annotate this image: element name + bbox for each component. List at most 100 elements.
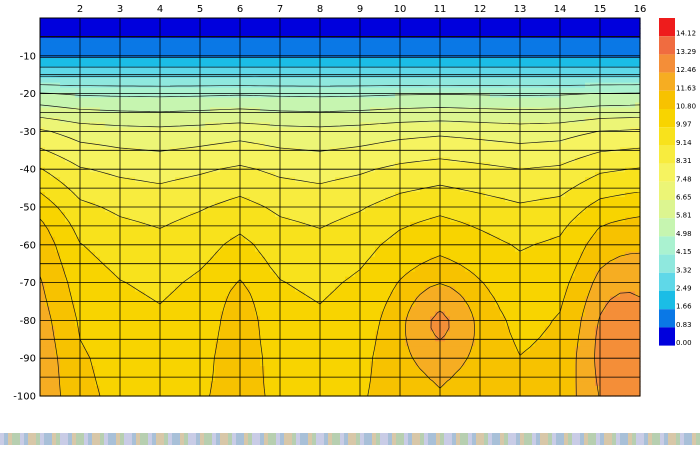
contour-cell — [460, 77, 466, 84]
contour-cell — [115, 18, 121, 24]
contour-cell — [200, 32, 206, 39]
contour-cell — [535, 182, 541, 188]
contour-cell — [495, 42, 501, 49]
contour-cell — [185, 127, 191, 133]
contour-cell — [255, 97, 261, 104]
contour-cell — [255, 207, 261, 213]
contour-cell — [540, 117, 546, 124]
contour-cell — [160, 182, 166, 188]
contour-cell — [50, 62, 56, 69]
contour-cell — [50, 202, 56, 208]
contour-cell — [260, 47, 266, 54]
contour-cell — [230, 97, 236, 104]
contour-cell — [125, 62, 131, 69]
contour-cell — [270, 62, 276, 69]
contour-cell — [320, 221, 326, 228]
contour-cell — [560, 97, 566, 104]
contour-cell — [610, 112, 616, 119]
contour-cell — [255, 197, 261, 203]
contour-cell — [155, 197, 161, 203]
contour-cell — [540, 192, 546, 198]
contour-cell — [590, 102, 596, 109]
contour-cell — [435, 37, 441, 44]
contour-cell — [420, 107, 426, 114]
contour-cell — [155, 167, 161, 173]
contour-cell — [370, 132, 376, 138]
contour-cell — [380, 62, 386, 69]
contour-cell — [460, 167, 466, 173]
contour-cell — [345, 202, 351, 208]
contour-cell — [255, 62, 261, 69]
contour-cell — [570, 67, 576, 74]
contour-cell — [115, 211, 121, 218]
contour-cell — [275, 207, 281, 213]
contour-cell — [225, 77, 231, 84]
contour-cell — [265, 172, 271, 178]
contour-cell — [220, 216, 226, 223]
contour-cell — [285, 18, 291, 24]
contour-cell — [310, 32, 316, 39]
contour-cell — [95, 32, 101, 39]
contour-cell — [120, 122, 126, 129]
contour-cell — [90, 142, 96, 148]
contour-cell — [420, 177, 426, 183]
contour-cell — [545, 32, 551, 39]
contour-cell — [295, 47, 301, 54]
contour-cell — [205, 197, 211, 203]
contour-cell — [515, 162, 521, 168]
contour-cell — [540, 187, 546, 193]
contour-cell — [415, 18, 421, 24]
contour-cell — [55, 127, 61, 133]
contour-cell — [40, 77, 46, 84]
contour-cell — [265, 102, 271, 109]
contour-cell — [625, 62, 631, 69]
contour-cell — [260, 202, 266, 208]
contour-cell — [625, 18, 631, 24]
contour-cell — [375, 97, 381, 104]
contour-cell — [320, 167, 326, 173]
contour-cell — [465, 142, 471, 148]
contour-cell — [300, 37, 306, 44]
contour-cell — [510, 197, 516, 203]
contour-cell — [450, 18, 456, 24]
contour-cell — [470, 42, 476, 49]
contour-cell — [630, 18, 636, 24]
contour-cell — [280, 67, 286, 74]
contour-cell — [300, 32, 306, 39]
contour-cell — [170, 107, 176, 114]
contour-cell — [610, 92, 616, 99]
contour-cell — [565, 216, 571, 223]
contour-cell — [425, 197, 431, 203]
contour-cell — [315, 122, 321, 129]
contour-cell — [615, 97, 621, 104]
contour-cell — [145, 172, 151, 178]
contour-cell — [365, 117, 371, 124]
contour-cell — [345, 132, 351, 138]
contour-cell — [455, 202, 461, 208]
contour-cell — [330, 202, 336, 208]
contour-cell — [410, 167, 416, 173]
contour-cell — [260, 122, 266, 129]
contour-cell — [430, 152, 436, 158]
contour-cell — [585, 167, 591, 173]
contour-cell — [475, 172, 481, 178]
contour-cell — [45, 18, 51, 24]
contour-cell — [410, 77, 416, 84]
contour-cell — [485, 67, 491, 74]
contour-cell — [110, 132, 116, 138]
contour-cell — [485, 207, 491, 213]
contour-cell — [515, 216, 521, 223]
contour-cell — [370, 57, 376, 64]
contour-cell — [105, 72, 111, 79]
contour-cell — [270, 157, 276, 163]
contour-cell — [325, 107, 331, 114]
contour-cell — [470, 172, 476, 178]
contour-cell — [455, 32, 461, 39]
contour-cell — [370, 187, 376, 193]
contour-cell — [545, 177, 551, 183]
contour-cell — [540, 157, 546, 163]
contour-cell — [505, 127, 511, 133]
contour-cell — [330, 122, 336, 129]
contour-cell — [520, 142, 526, 148]
contour-cell — [345, 187, 351, 193]
